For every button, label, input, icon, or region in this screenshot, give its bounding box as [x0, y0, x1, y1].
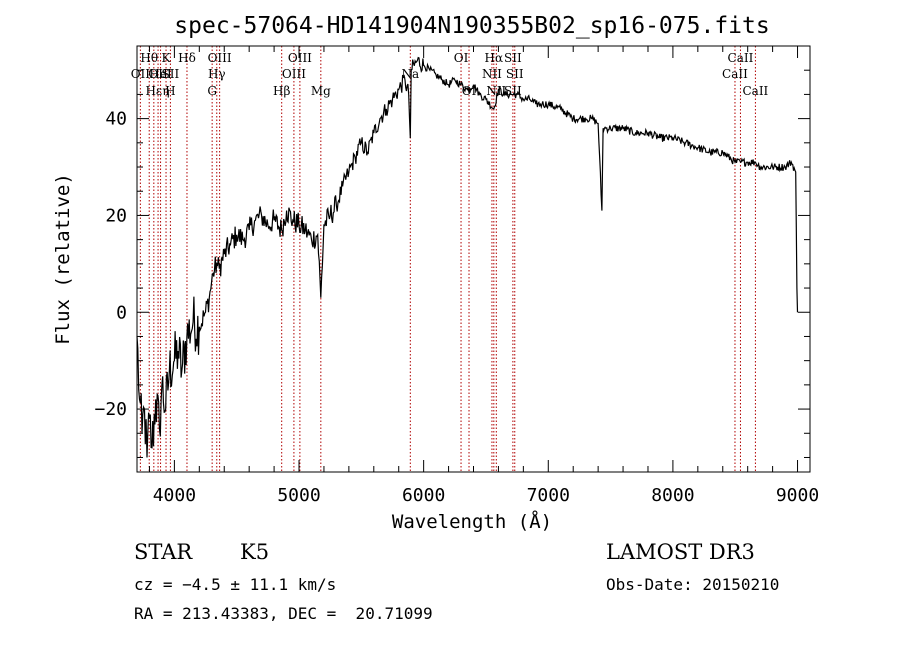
spectrum-line: [136, 56, 799, 458]
line-label: Mg: [311, 84, 331, 98]
line-label: Hα: [485, 51, 504, 65]
line-label: Hδ: [178, 51, 196, 65]
line-label: CaII: [728, 51, 754, 65]
line-label: η: [162, 84, 169, 98]
line-label: K: [162, 51, 172, 65]
line-label: OI: [454, 51, 469, 65]
line-label: Hβ: [273, 84, 290, 98]
y-tick-label: 20: [105, 205, 127, 226]
line-label: Na: [401, 67, 419, 81]
line-label: SII: [162, 67, 180, 81]
object-subclass: K5: [240, 540, 270, 564]
x-axis-label: Wavelength (Å): [392, 510, 552, 533]
obs-date-text: Obs-Date: 20150210: [606, 575, 780, 594]
line-label: CaII: [722, 67, 748, 81]
line-label: NII: [482, 67, 502, 81]
plot-frame: [136, 45, 811, 473]
axis-ticks: [137, 46, 810, 472]
emission-line-markers: [139, 46, 756, 472]
y-tick-label: 40: [105, 109, 127, 130]
line-label: CaII: [742, 84, 768, 98]
line-label: OIII: [208, 51, 232, 65]
y-tick-label: −20: [94, 399, 127, 420]
line-label: SII: [506, 67, 524, 81]
x-tick-label: 7000: [527, 485, 570, 506]
x-tick-label: 9000: [776, 485, 819, 506]
line-label: Hε: [145, 84, 162, 98]
y-axis-label: Flux (relative): [52, 173, 74, 345]
line-label: HeI: [149, 67, 172, 81]
line-label: OIII: [288, 51, 312, 65]
line-label: OII: [131, 67, 151, 81]
line-label: Hγ: [208, 67, 226, 81]
line-label: G: [207, 84, 217, 98]
x-tick-label: 6000: [402, 485, 445, 506]
y-tick-label: 0: [116, 302, 127, 323]
axis-tick-labels: 4000 5000 6000 7000 8000 9000 −20 0 20 40: [94, 109, 819, 506]
chart-title: spec-57064-HD141904N190355B02_sp16-075.f…: [174, 13, 769, 39]
line-label: OIII: [282, 67, 306, 81]
line-label: H: [165, 84, 175, 98]
x-tick-label: 8000: [651, 485, 694, 506]
line-label: Hθ: [140, 51, 158, 65]
line-label: SII: [504, 51, 522, 65]
survey-name: LAMOST DR3: [606, 540, 755, 564]
redshift-text: cz = −4.5 ± 11.1 km/s: [134, 575, 337, 594]
object-class: STAR: [134, 540, 193, 564]
line-label: OII: [148, 67, 168, 81]
x-tick-label: 4000: [153, 485, 196, 506]
x-tick-label: 5000: [277, 485, 320, 506]
coordinates-text: RA = 213.43383, DEC = 20.71099: [134, 604, 433, 623]
